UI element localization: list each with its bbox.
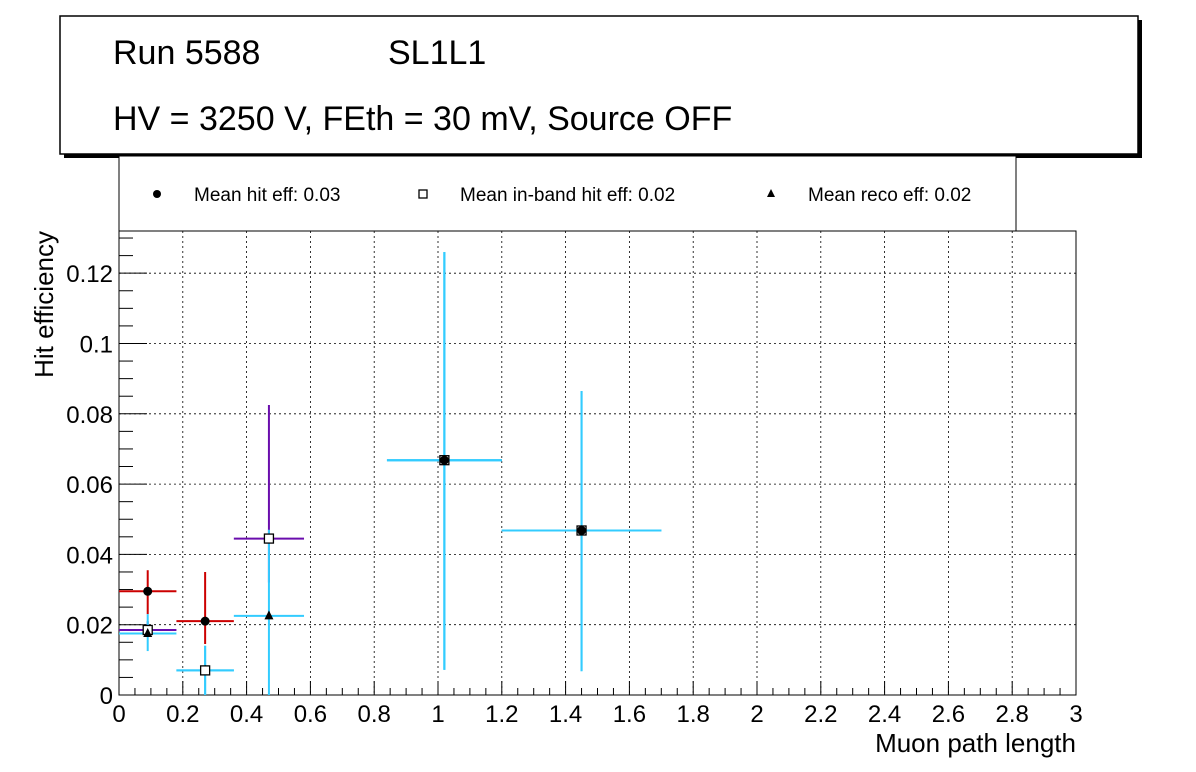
legend-label: Mean reco eff: 0.02 xyxy=(808,185,971,206)
x-tick-label: 1.4 xyxy=(549,701,582,728)
plot-area: 0 0.2 0.4 0.6 0.8 1 1.2 1.4 1.6 1.8 2 2.2 2.4 2.6 2.8 3… xyxy=(66,230,1083,728)
x-tick-label: 0.2 xyxy=(166,701,199,728)
y-tick-label: 0.06 xyxy=(66,472,113,499)
x-tick-label: 2 xyxy=(750,701,763,728)
y-tick-label: 0.12 xyxy=(66,261,113,288)
marker-triangle xyxy=(767,189,775,197)
legend-item: Mean reco eff: 0.02 xyxy=(767,185,971,206)
x-tick-label: 1.8 xyxy=(677,701,710,728)
legend-item: Mean in-band hit eff: 0.02 xyxy=(418,185,675,206)
y-tick-label: 0 xyxy=(100,683,113,710)
legend-label: Mean hit eff: 0.03 xyxy=(194,185,340,206)
x-tick-label: 1.6 xyxy=(613,701,646,728)
y-tick-label: 0.08 xyxy=(66,402,113,429)
marker-square xyxy=(263,533,275,544)
title-run: Run 5588 xyxy=(113,34,260,72)
y-axis-title: Hit efficiency xyxy=(29,231,59,378)
x-tick-label: 0.6 xyxy=(294,701,327,728)
legend-item: Mean hit eff: 0.03 xyxy=(153,185,340,206)
x-tick-label: 0.8 xyxy=(358,701,391,728)
y-tick-label: 0.04 xyxy=(66,542,113,569)
legend-label: Mean in-band hit eff: 0.02 xyxy=(460,185,675,206)
x-tick-label: 2.8 xyxy=(996,701,1029,728)
legend: Mean hit eff: 0.03 Mean in-band hit eff: … xyxy=(118,155,1017,232)
y-tick-label: 0.02 xyxy=(66,613,113,640)
data-marks xyxy=(119,252,662,695)
x-tick-label: 2.2 xyxy=(804,701,837,728)
marker-square xyxy=(418,189,428,199)
title-box: Run 5588 SL1L1 HV = 3250 V, FEth = 30 mV… xyxy=(59,15,1142,158)
axes: 0 0.2 0.4 0.6 0.8 1 1.2 1.4 1.6 1.8 2 2.2 2.4 2.6 2.8 3… xyxy=(66,237,1083,728)
x-tick-label: 1 xyxy=(431,701,444,728)
marker-square xyxy=(199,665,211,676)
x-tick-label: 0 xyxy=(112,701,125,728)
marker-triangle xyxy=(264,610,274,620)
marker-triangle xyxy=(143,627,153,637)
title-conditions: HV = 3250 V, FEth = 30 mV, Source OFF xyxy=(113,100,732,138)
marker-circle xyxy=(143,586,153,596)
y-tick-label: 0.1 xyxy=(80,331,113,358)
x-tick-label: 2.4 xyxy=(868,701,901,728)
x-tick-label: 2.6 xyxy=(932,701,965,728)
plot-frame xyxy=(118,230,1077,696)
marker-circle xyxy=(439,455,449,465)
marker-circle xyxy=(200,616,210,626)
title-layer: SL1L1 xyxy=(388,34,486,72)
grid xyxy=(119,231,1076,695)
marker-circle xyxy=(577,525,587,535)
x-tick-label: 0.4 xyxy=(230,701,263,728)
x-tick-label: 3 xyxy=(1069,701,1082,728)
x-tick-label: 1.2 xyxy=(485,701,518,728)
marker-circle xyxy=(153,190,161,198)
x-axis-title: Muon path length xyxy=(875,728,1076,758)
